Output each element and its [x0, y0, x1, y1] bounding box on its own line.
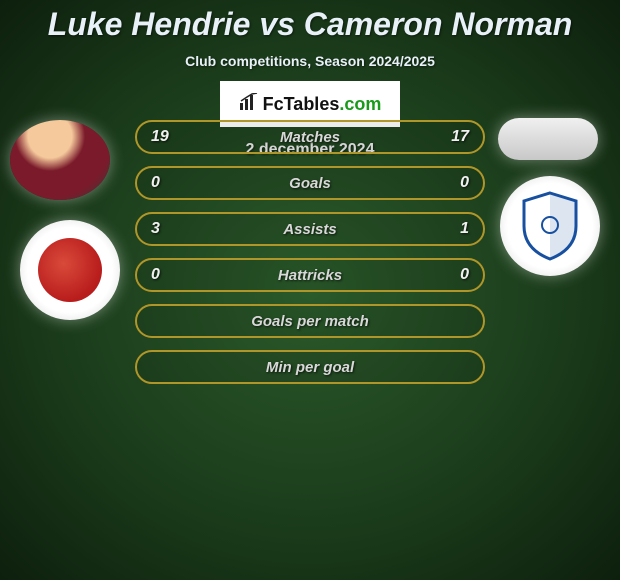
stat-label: Hattricks [278, 267, 342, 284]
stats-list: 19 Matches 17 0 Goals 0 3 Assists 1 0 Hattricks 0 Go… [135, 120, 485, 396]
page-title: Luke Hendrie vs Cameron Norman [0, 0, 620, 43]
content-root: Luke Hendrie vs Cameron Norman Club comp… [0, 0, 620, 580]
shield-icon [515, 191, 585, 261]
stat-value-left: 3 [151, 220, 160, 238]
stat-row: 0 Goals 0 [135, 166, 485, 200]
player-right-avatar [498, 118, 598, 160]
stat-label: Matches [280, 129, 340, 146]
player-left-club-badge [20, 220, 120, 320]
stat-label: Assists [283, 221, 336, 238]
stat-label: Goals per match [251, 313, 369, 330]
stat-value-left: 0 [151, 266, 160, 284]
branding-label: FcTables [263, 94, 340, 114]
stat-value-left: 19 [151, 128, 169, 146]
stat-label: Min per goal [266, 359, 354, 376]
stat-value-right: 17 [451, 128, 469, 146]
stat-row: Min per goal [135, 350, 485, 384]
player-right-club-badge [500, 176, 600, 276]
stat-row: 19 Matches 17 [135, 120, 485, 154]
branding-text: FcTables.com [263, 94, 382, 115]
player-left-avatar [10, 120, 110, 200]
stat-value-left: 0 [151, 174, 160, 192]
stat-value-right: 0 [460, 266, 469, 284]
subtitle: Club competitions, Season 2024/2025 [0, 53, 620, 69]
stat-value-right: 1 [460, 220, 469, 238]
chart-icon [239, 93, 259, 116]
branding-domain: .com [339, 94, 381, 114]
stat-row: 0 Hattricks 0 [135, 258, 485, 292]
stat-label: Goals [289, 175, 331, 192]
stat-row: Goals per match [135, 304, 485, 338]
stat-row: 3 Assists 1 [135, 212, 485, 246]
stat-value-right: 0 [460, 174, 469, 192]
